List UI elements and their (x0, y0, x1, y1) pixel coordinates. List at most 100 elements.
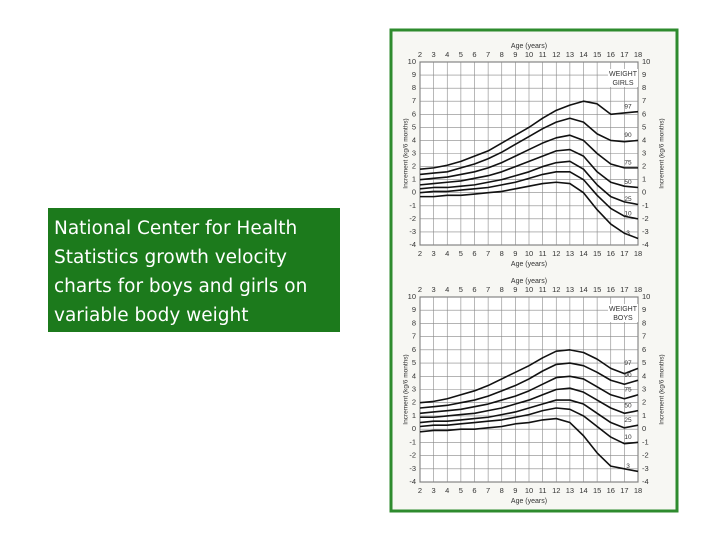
series-label: 97 (624, 360, 632, 367)
y-tick-label: 5 (412, 358, 416, 367)
x-tick-label-top: 12 (552, 50, 560, 59)
y-tick-label: -4 (409, 477, 416, 486)
y-axis-label-right: Increment (kg/6 months) (659, 354, 666, 424)
x-tick-label-top: 17 (620, 50, 628, 59)
x-tick-label-top: 5 (459, 50, 463, 59)
x-tick-label-top: 5 (459, 285, 463, 294)
y-tick-label-right: 1 (642, 175, 646, 184)
y-tick-label-right: -2 (642, 214, 649, 223)
x-axis-label-top: Age (years) (511, 278, 547, 285)
y-tick-label-right: 9 (642, 305, 646, 314)
x-tick-label-top: 9 (513, 50, 517, 59)
x-tick-label: 4 (445, 486, 449, 495)
x-tick-label: 8 (500, 249, 504, 258)
y-tick-label-right: -3 (642, 227, 649, 236)
annotation: GIRLS (612, 80, 633, 87)
y-tick-label: 0 (412, 424, 416, 433)
y-tick-label: 2 (412, 162, 416, 171)
y-tick-label: 9 (412, 70, 416, 79)
x-tick-label: 2 (418, 486, 422, 495)
x-tick-label-top: 10 (525, 50, 533, 59)
percentile-line (419, 349, 639, 404)
y-tick-label: -1 (409, 437, 416, 446)
x-tick-label-top: 8 (500, 50, 504, 59)
y-tick-label-right: 10 (642, 57, 650, 66)
y-tick-label: 6 (412, 109, 416, 118)
y-tick-label: 2 (412, 398, 416, 407)
x-tick-label: 11 (539, 249, 547, 258)
x-tick-label-top: 4 (445, 50, 449, 59)
y-tick-label-right: -1 (642, 201, 649, 210)
y-tick-label: -4 (409, 240, 416, 249)
percentile-line (419, 417, 639, 473)
y-tick-label-right: 0 (642, 424, 646, 433)
x-tick-label: 15 (593, 249, 601, 258)
x-tick-label: 15 (593, 486, 601, 495)
x-tick-label-top: 7 (486, 285, 490, 294)
x-tick-label-top: 11 (539, 285, 547, 294)
y-tick-label: 8 (412, 318, 416, 327)
percentile-line (419, 148, 639, 189)
series-label: 10 (624, 211, 632, 218)
annotation-bg (608, 69, 638, 78)
y-tick-label-right: 10 (642, 292, 650, 301)
y-tick-label-right: -3 (642, 464, 649, 473)
y-tick-label: 4 (412, 135, 416, 144)
y-tick-label: 1 (412, 175, 416, 184)
x-tick-label-top: 17 (620, 285, 628, 294)
percentile-line (419, 375, 639, 415)
series-label: 90 (624, 372, 632, 379)
series-label: 3 (626, 230, 630, 237)
series-label: 50 (624, 179, 632, 186)
y-tick-label-right: 3 (642, 384, 646, 393)
x-tick-label-top: 6 (472, 285, 476, 294)
x-tick-label: 10 (525, 249, 533, 258)
y-tick-label-right: -4 (642, 240, 649, 249)
x-tick-label: 13 (566, 249, 574, 258)
x-tick-label: 17 (620, 486, 628, 495)
y-axis-label: Increment (kg/6 months) (403, 118, 410, 188)
x-tick-label: 14 (579, 486, 587, 495)
x-tick-label-top: 2 (418, 50, 422, 59)
x-tick-label: 16 (607, 249, 615, 258)
x-tick-label-top: 14 (579, 50, 587, 59)
x-tick-label: 7 (486, 486, 490, 495)
percentile-line (420, 181, 639, 240)
x-tick-label: 18 (634, 486, 642, 495)
y-tick-label-right: 6 (642, 345, 646, 354)
x-tick-label: 11 (539, 486, 547, 495)
y-tick-label-right: 8 (642, 318, 646, 327)
x-tick-label-top: 18 (634, 50, 642, 59)
percentile-line (419, 100, 639, 170)
series-label: 10 (624, 434, 632, 441)
caption-box: National Center for Health Statistics gr… (48, 208, 340, 332)
y-axis-label-right: Increment (kg/6 months) (659, 118, 666, 188)
percentile-line (419, 399, 639, 429)
annotation-bg (608, 304, 638, 313)
y-tick-label-right: 0 (642, 188, 646, 197)
percentile-line (419, 407, 639, 445)
series-label: 3 (626, 463, 630, 470)
x-tick-label: 13 (566, 486, 574, 495)
series-label: 25 (624, 196, 632, 203)
y-tick-label: -3 (409, 227, 416, 236)
x-tick-label-top: 2 (418, 285, 422, 294)
y-tick-label: 3 (412, 384, 416, 393)
percentile-line (419, 171, 639, 220)
x-tick-label: 4 (445, 249, 449, 258)
x-tick-label: 3 (432, 249, 436, 258)
annotation-bg (608, 78, 638, 87)
percentile-line (419, 362, 639, 409)
x-axis-label-top: Age (years) (511, 43, 547, 50)
annotation: BOYS (613, 315, 633, 322)
y-tick-label: -3 (409, 464, 416, 473)
x-tick-label-top: 16 (607, 285, 615, 294)
x-tick-label: 5 (459, 486, 463, 495)
percentile-line (420, 387, 639, 419)
series-label: 25 (624, 417, 632, 424)
y-tick-label: -2 (409, 451, 416, 460)
x-tick-label: 18 (634, 249, 642, 258)
x-tick-label: 6 (472, 486, 476, 495)
